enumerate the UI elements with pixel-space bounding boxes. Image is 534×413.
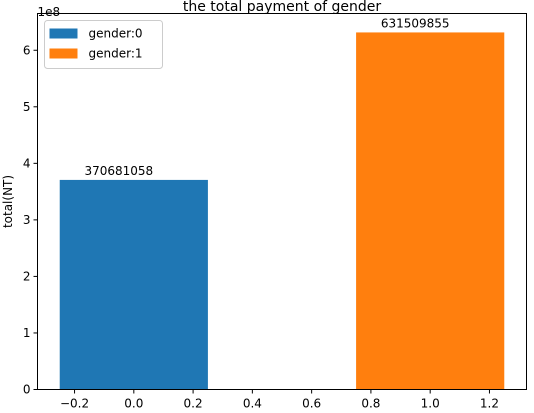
- legend-swatch: [49, 48, 78, 59]
- y-axis-offset-label: 1e8: [38, 5, 61, 19]
- y-axis: 0 1 2 3 4 5 6: [23, 43, 38, 397]
- y-tick-label: 2: [23, 269, 31, 283]
- y-tick-label: 6: [23, 43, 31, 57]
- y-axis-label: total(NT): [1, 175, 15, 228]
- legend-label: gender:0: [89, 27, 143, 41]
- bars-group: [59, 32, 505, 390]
- x-tick-label: 0.4: [243, 397, 262, 411]
- x-tick-label: 0.8: [361, 397, 380, 411]
- y-tick-label: 5: [23, 100, 31, 114]
- legend-label: gender:1: [89, 47, 143, 61]
- data-labels-group: 370681058 631509855: [84, 16, 449, 177]
- data-label: 370681058: [84, 164, 153, 178]
- legend: gender:0 gender:1: [44, 20, 163, 69]
- x-tick-label: 1.0: [421, 397, 440, 411]
- x-axis: −0.2 0.0 0.2 0.4 0.6 0.8 1.0 1.2: [60, 389, 499, 411]
- x-tick-label: −0.2: [60, 397, 89, 411]
- x-tick-label: 0.6: [302, 397, 321, 411]
- y-tick-label: 4: [23, 156, 31, 170]
- x-tick-label: 0.0: [124, 397, 143, 411]
- x-tick-label: 0.2: [184, 397, 203, 411]
- y-tick-label: 1: [23, 326, 31, 340]
- plot-frame: [37, 13, 527, 390]
- legend-swatch: [49, 28, 78, 39]
- bar: [59, 179, 208, 390]
- chart-title: the total payment of gender: [183, 0, 382, 15]
- data-label: 631509855: [381, 16, 450, 30]
- bar: [356, 32, 505, 390]
- y-tick-label: 0: [23, 383, 31, 397]
- y-tick-label: 3: [23, 213, 31, 227]
- x-tick-label: 1.2: [480, 397, 499, 411]
